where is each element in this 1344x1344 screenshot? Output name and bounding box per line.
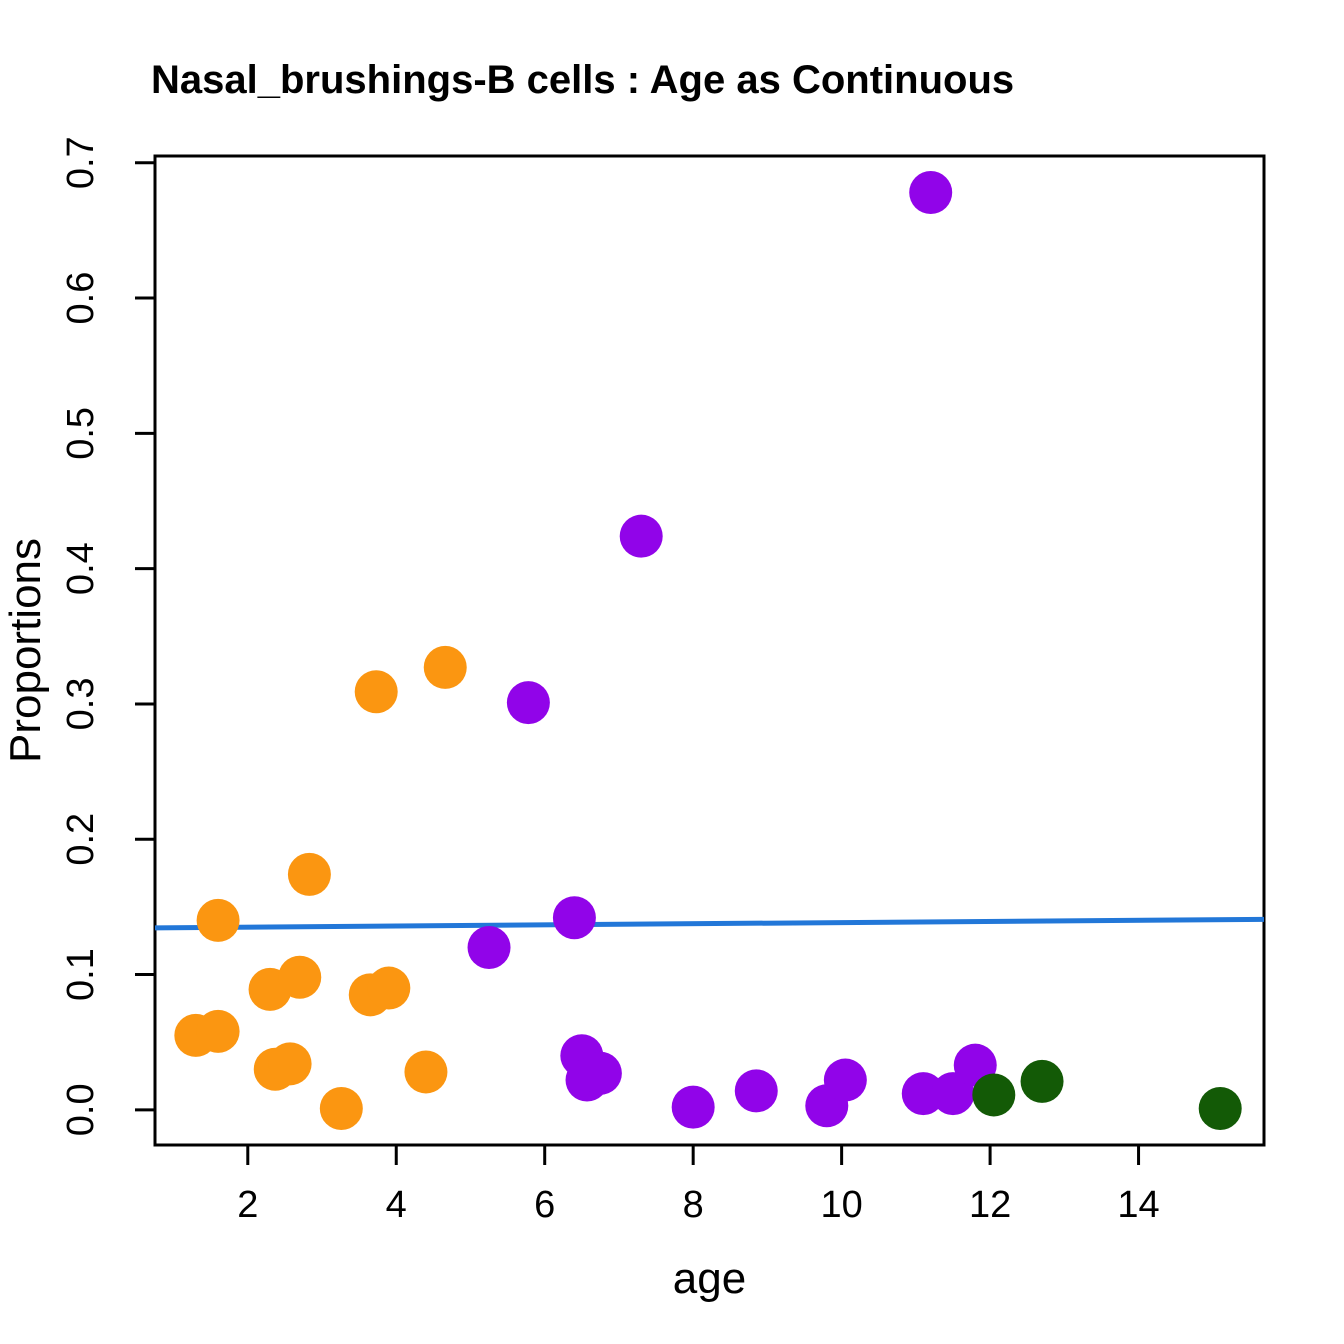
y-tick-label: 0.4 xyxy=(60,542,102,595)
data-point-purple xyxy=(901,1072,945,1116)
x-tick-label: 4 xyxy=(386,1184,407,1226)
y-tick-label: 0.5 xyxy=(60,407,102,460)
data-point-orange xyxy=(278,955,322,999)
data-point-purple xyxy=(467,925,511,969)
y-tick-label: 0.3 xyxy=(60,678,102,731)
data-point-purple xyxy=(578,1051,622,1095)
data-point-orange xyxy=(196,898,240,942)
data-point-orange xyxy=(423,645,467,689)
data-point-darkgreen xyxy=(1198,1086,1242,1130)
chart-title: Nasal_brushings-B cells : Age as Continu… xyxy=(151,58,1015,102)
data-point-darkgreen xyxy=(972,1073,1016,1117)
data-point-purple xyxy=(734,1069,778,1113)
data-point-purple xyxy=(823,1058,867,1102)
x-tick-label: 8 xyxy=(683,1184,704,1226)
y-tick-label: 0.0 xyxy=(60,1083,102,1136)
data-point-orange xyxy=(319,1086,363,1130)
x-tick-label: 10 xyxy=(820,1184,862,1226)
data-point-orange xyxy=(354,670,398,714)
y-tick-label: 0.1 xyxy=(60,948,102,1001)
data-point-darkgreen xyxy=(1020,1059,1064,1103)
y-tick-label: 0.6 xyxy=(60,272,102,325)
data-point-orange xyxy=(196,1009,240,1053)
data-point-purple xyxy=(671,1085,715,1129)
y-tick-label: 0.7 xyxy=(60,136,102,189)
data-point-orange xyxy=(367,966,411,1010)
data-point-orange xyxy=(404,1050,448,1094)
plot-box xyxy=(153,154,1266,1147)
data-point-orange xyxy=(268,1042,312,1086)
y-tick-label: 0.2 xyxy=(60,813,102,866)
data-point-orange xyxy=(287,852,331,896)
y-axis-label: Proportions xyxy=(1,538,50,763)
data-point-purple xyxy=(619,514,663,558)
x-tick-label: 14 xyxy=(1117,1184,1159,1226)
data-point-purple xyxy=(506,681,550,725)
data-point-purple xyxy=(552,896,596,940)
x-tick-label: 2 xyxy=(237,1184,258,1226)
x-tick-label: 12 xyxy=(969,1184,1011,1226)
data-point-purple xyxy=(909,171,953,215)
x-axis-label: age xyxy=(673,1254,746,1303)
trend-line xyxy=(154,916,1265,931)
x-tick-label: 6 xyxy=(534,1184,555,1226)
